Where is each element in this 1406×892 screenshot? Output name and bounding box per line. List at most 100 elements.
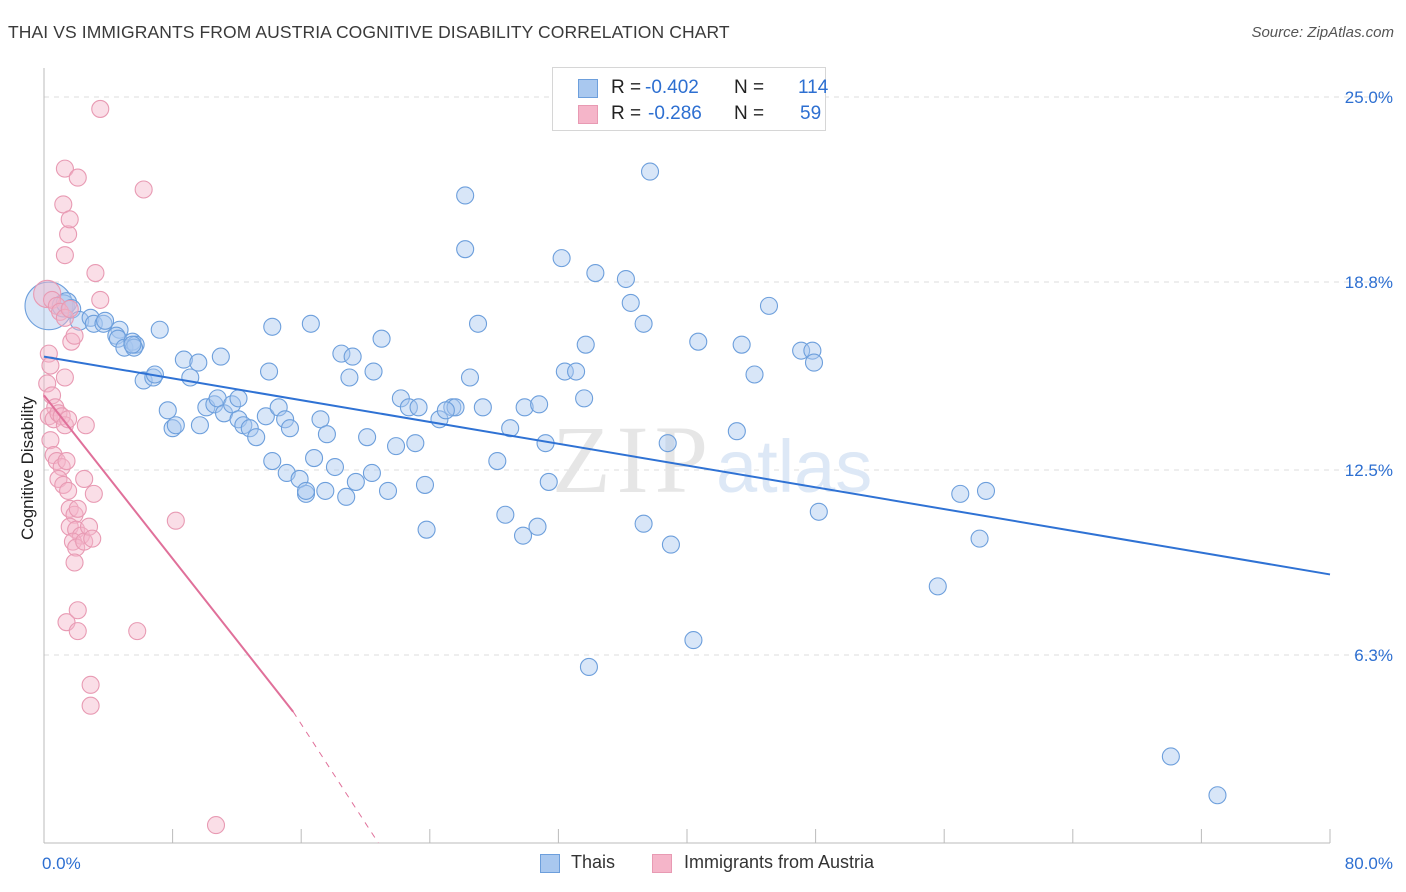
legend-n-label: N = [734,77,765,98]
thais-point [417,520,436,539]
y-tick-labels: 6.3% 12.5% 18.8% 25.0% [1345,88,1393,665]
source-credit: Source: ZipAtlas.com [1251,24,1394,41]
thais-point [586,264,605,283]
legend-r-label: R = [611,77,642,98]
austria-point [91,290,110,309]
austria-point [84,484,103,503]
thais-point [661,535,680,554]
thais-point [684,631,703,650]
austria-point [57,451,76,471]
austria-point [81,696,100,715]
austria-point [54,475,73,494]
austria-point [134,180,153,199]
thais-point [759,296,779,315]
thais-point [61,298,82,319]
x-tick-label: 80.0% [1345,854,1393,873]
austria-point [55,308,74,327]
thais-point [158,401,177,420]
thais-point [311,410,330,429]
austria-point [52,457,71,477]
austria-point [68,622,87,641]
legend-swatch-austria [652,854,672,873]
thais-point [296,481,316,500]
thais-point [409,398,428,417]
y-tick-label: 6.3% [1354,646,1393,665]
thais-point [575,389,594,408]
thais-point [94,314,113,333]
thais-point [346,472,365,491]
austria-point [166,511,185,530]
y-tick-label: 18.8% [1345,273,1393,292]
trend-line-austria [43,394,294,713]
austria-point [65,553,84,572]
thais-point [460,368,480,387]
thais-point [804,353,824,372]
y-tick-label: 25.0% [1345,88,1393,107]
austria-point [55,368,74,387]
austria-point [55,159,74,178]
thais-point [468,314,488,333]
correlation-legend: R = -0.402 N = 114 R = -0.286 N = 59 [552,67,828,131]
x-tick-label: 0.0% [42,854,81,873]
thais-point [732,335,751,354]
thais-point [211,347,230,366]
thais-point [301,314,320,333]
thais-point [456,240,475,259]
austria-point [79,517,99,536]
austria-point [59,481,78,500]
thais-point [256,407,275,426]
legend-r-value: -0.402 [645,77,699,98]
thais-point [616,269,635,289]
thais-point [567,362,586,381]
thais-point [229,389,248,408]
thais-point [579,657,598,676]
watermark: ZIP atlas [552,406,872,513]
austria-point [76,416,95,435]
austria-point [86,264,105,283]
thais-point [970,529,989,548]
austria-point [206,816,226,835]
trend-line-austria-extension [292,711,379,844]
thais-point [189,353,208,372]
thais-point [247,428,266,447]
thais-point [325,457,345,477]
series-austria-points [33,99,226,835]
thais-point [123,335,142,354]
thais-point [621,293,640,312]
thais-point [263,451,282,471]
thais-point [96,311,115,330]
thais-point [640,162,660,181]
austria-point [59,225,78,244]
thais-point [809,502,828,521]
thais-point [317,425,336,444]
thais-point [305,449,324,468]
thais-point [951,484,970,503]
austria-point [81,675,100,694]
thais-point [727,422,746,441]
thais-point [190,416,209,435]
austria-point [41,431,60,450]
legend-n-label: N = [734,103,765,124]
thais-point [528,517,547,536]
austria-point [75,469,94,489]
series-thais-points [24,162,1227,805]
austria-point [60,299,79,318]
thais-point [456,186,475,205]
thais-point [1208,786,1227,805]
thais-point [340,368,359,387]
thais-point [362,463,381,483]
thais-point [928,577,947,596]
austria-point [49,469,68,489]
thais-point [364,362,383,381]
thais-point [1161,747,1180,766]
thais-point [473,398,492,417]
axes [43,68,1331,844]
thais-point [513,526,533,545]
thais-point [316,481,335,500]
trend-lines [43,355,1331,844]
thais-point [406,434,425,453]
austria-point [68,499,87,518]
x-tick-labels: 0.0% 80.0% [42,854,1393,873]
thais-point [263,317,282,336]
thais-point [488,451,507,471]
